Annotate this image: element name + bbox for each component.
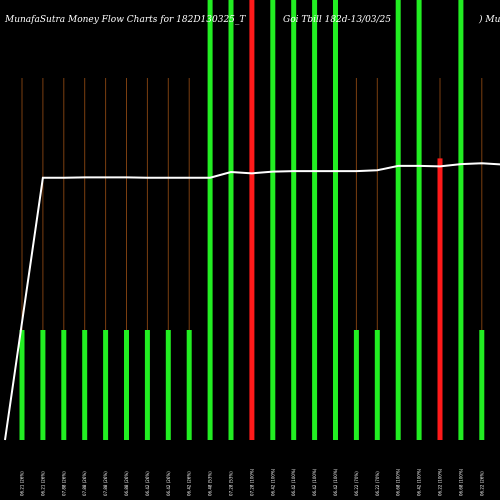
bar <box>374 330 380 440</box>
x-tick-label: 07.28 (53%) <box>229 471 234 496</box>
x-tick-label: 06.42 (100%) <box>270 468 275 496</box>
x-tick-label: 06.42 (26%) <box>145 471 150 496</box>
bar <box>124 330 129 440</box>
x-tick-label: 06.42 (26%) <box>187 471 192 496</box>
x-tick-label: 06.42 (100%) <box>333 468 338 496</box>
bar <box>479 330 485 440</box>
x-tick-label: 06.21 (26%) <box>20 471 25 496</box>
bar <box>40 330 46 440</box>
x-tick-labels: 06.21 (26%) 06.21 (26%) 07.88 (26%) 07.88 (… <box>20 468 485 496</box>
chart-title-left: MunafaSutra Money Flow Charts for 182D13… <box>4 15 246 25</box>
x-tick-label: 06.88 (26%) <box>124 471 129 496</box>
bar <box>207 0 213 440</box>
bar <box>103 330 109 440</box>
price-line-path <box>4 162 500 441</box>
x-tick-label: 06.48 (53%) <box>208 471 213 496</box>
price-line <box>4 162 500 441</box>
x-tick-label: 06.68 (100%) <box>396 468 401 496</box>
x-tick-label: 06.42 (100%) <box>312 468 317 496</box>
x-tick-label: 07.88 (26%) <box>82 471 87 496</box>
bar <box>458 0 464 440</box>
bar <box>165 330 171 440</box>
x-tick-label: 06.42 (26%) <box>166 471 171 496</box>
grid-lines <box>21 78 483 440</box>
x-tick-label: 06.22 (70%) <box>354 471 359 496</box>
x-tick-label: 06.42 (100%) <box>291 468 296 496</box>
bar <box>416 0 422 440</box>
bar <box>19 330 25 440</box>
x-tick-label: 06.22 (70%) <box>375 471 380 496</box>
x-tick-label: 06.22 (26%) <box>479 471 484 496</box>
chart-title-right: ) Munafa <box>478 14 500 25</box>
x-tick-label: 06.21 (26%) <box>40 471 45 496</box>
x-tick-label: 06.22 (100%) <box>438 468 443 496</box>
bar <box>395 0 401 440</box>
bar <box>144 330 150 440</box>
bar <box>291 0 297 440</box>
bar <box>270 0 276 440</box>
x-tick-label: 06.68 (100%) <box>458 468 463 496</box>
bar <box>228 0 234 440</box>
bars <box>19 0 485 440</box>
x-tick-label: 06.42 (100%) <box>417 468 422 496</box>
bar <box>353 330 359 440</box>
bar <box>249 0 255 440</box>
x-tick-label: 07.28 (100%) <box>249 468 254 496</box>
bar <box>312 0 318 440</box>
x-tick-label: 07.88 (26%) <box>61 471 66 496</box>
x-tick-label: 07.88 (26%) <box>103 471 108 496</box>
bar <box>61 330 67 440</box>
chart-title-middle: Goi Tbill 182d-13/03/25 <box>283 15 391 25</box>
bar <box>333 0 338 440</box>
bar <box>437 158 443 440</box>
bar <box>82 330 88 440</box>
bar <box>186 330 192 440</box>
